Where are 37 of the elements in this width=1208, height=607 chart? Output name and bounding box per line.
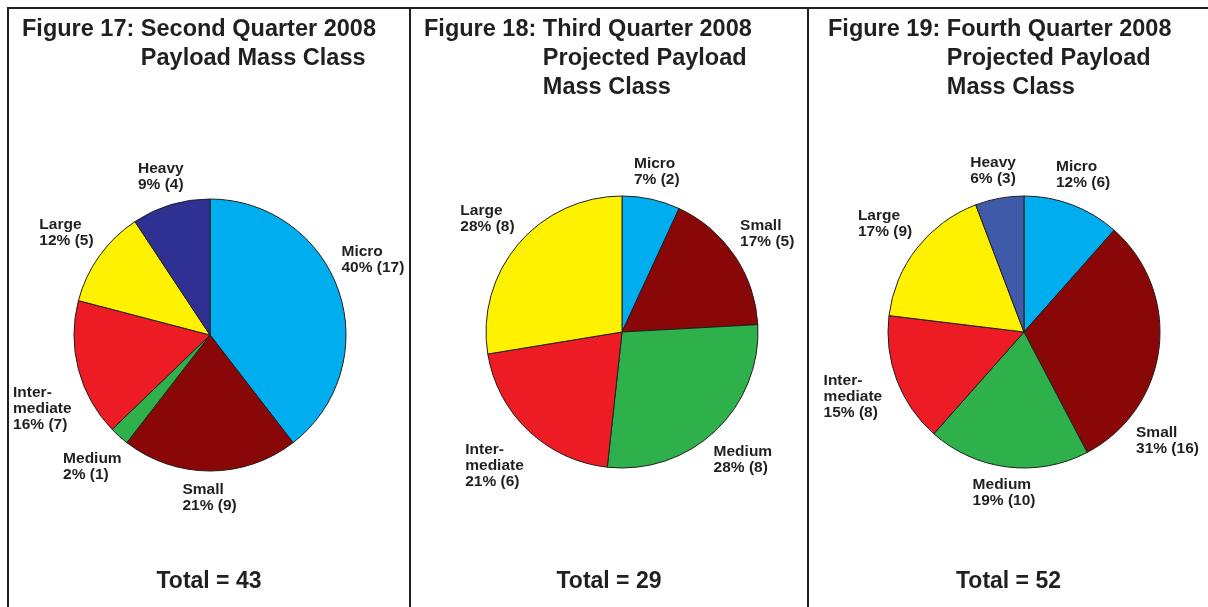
slice-label: Medium (972, 475, 1032, 493)
data-label: 2% (1) (63, 464, 109, 482)
data-label: 17% (5) (740, 231, 795, 249)
data-label: 31% (16) (1136, 438, 1199, 456)
data-label: 6% (3) (970, 169, 1016, 187)
slice-label: Heavy (137, 158, 185, 176)
chart-title: Figure 18: Third Quarter 2008 Projected Payload Mass Class (424, 14, 752, 101)
slice-label: Large (39, 215, 82, 233)
slice-label: Inter- mediate (823, 371, 883, 405)
slice-label: Heavy (970, 153, 1017, 171)
data-label: 16% (7) (13, 414, 68, 432)
data-label: 15% (8) (823, 403, 878, 421)
text: Total = 52 (955, 567, 1062, 594)
slice-label: Inter- mediate (465, 440, 525, 474)
data-label: 28% (8) (713, 458, 768, 476)
chart-title: Figure 17: Second Quarter 2008 Payload Mass Class (22, 14, 376, 72)
data-label: 21% (9) (182, 495, 237, 513)
slice-label: Micro (634, 154, 676, 172)
slice-label: Medium (713, 442, 773, 460)
slice-label: Medium (63, 448, 122, 466)
data-label: 19% (10) (972, 491, 1036, 509)
slice-label: Small (1136, 422, 1178, 440)
data-label: 12% (6) (1056, 173, 1111, 191)
slice-label: Micro (1056, 157, 1098, 175)
slice-label: Large (857, 205, 901, 223)
slice-label: Micro (341, 241, 383, 259)
text: Total = 43 (155, 567, 263, 594)
data-label: 21% (6) (465, 472, 520, 490)
chart-title: Figure 19: Fourth Quarter 2008 Projected Payload Mass Class (828, 14, 1172, 101)
data-label: 12% (5) (39, 231, 94, 249)
slice-label: Small (740, 215, 782, 233)
data-label: 7% (2) (634, 170, 680, 188)
slice-label: Inter- mediate (13, 382, 73, 416)
slice-label: Large (460, 200, 503, 218)
data-label: 40% (17) (341, 257, 405, 275)
text: Total = 29 (555, 567, 663, 594)
slice-label: Small (182, 479, 224, 497)
